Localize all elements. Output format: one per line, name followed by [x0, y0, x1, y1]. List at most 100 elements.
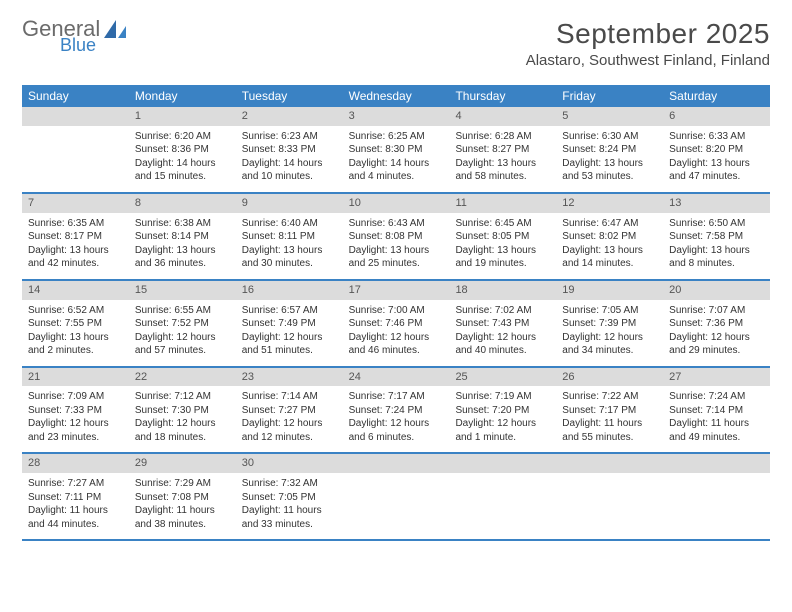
day-number: 3	[343, 107, 450, 126]
day-number: 2	[236, 107, 343, 126]
sunset-line: Sunset: 7:58 PM	[669, 230, 764, 244]
day-number	[343, 454, 450, 473]
day-body: Sunrise: 6:20 AMSunset: 8:36 PMDaylight:…	[129, 126, 236, 192]
day-body: Sunrise: 7:05 AMSunset: 7:39 PMDaylight:…	[556, 300, 663, 366]
day-number: 30	[236, 454, 343, 473]
day-cell	[343, 454, 450, 539]
day-cell: 21Sunrise: 7:09 AMSunset: 7:33 PMDayligh…	[22, 368, 129, 453]
sunrise-line: Sunrise: 7:12 AM	[135, 390, 230, 404]
day-cell: 23Sunrise: 7:14 AMSunset: 7:27 PMDayligh…	[236, 368, 343, 453]
day-number: 11	[449, 194, 556, 213]
day-number: 23	[236, 368, 343, 387]
day-number: 13	[663, 194, 770, 213]
day-number: 12	[556, 194, 663, 213]
day-cell: 3Sunrise: 6:25 AMSunset: 8:30 PMDaylight…	[343, 107, 450, 192]
sunset-line: Sunset: 7:08 PM	[135, 491, 230, 505]
day-cell: 2Sunrise: 6:23 AMSunset: 8:33 PMDaylight…	[236, 107, 343, 192]
daylight-line: Daylight: 12 hours and 29 minutes.	[669, 331, 764, 358]
day-cell: 29Sunrise: 7:29 AMSunset: 7:08 PMDayligh…	[129, 454, 236, 539]
sunset-line: Sunset: 8:05 PM	[455, 230, 550, 244]
week-row: 14Sunrise: 6:52 AMSunset: 7:55 PMDayligh…	[22, 281, 770, 368]
sunrise-line: Sunrise: 6:28 AM	[455, 130, 550, 144]
daylight-line: Daylight: 12 hours and 40 minutes.	[455, 331, 550, 358]
sunrise-line: Sunrise: 6:50 AM	[669, 217, 764, 231]
day-cell: 18Sunrise: 7:02 AMSunset: 7:43 PMDayligh…	[449, 281, 556, 366]
day-body: Sunrise: 6:50 AMSunset: 7:58 PMDaylight:…	[663, 213, 770, 279]
day-number: 5	[556, 107, 663, 126]
week-row: 7Sunrise: 6:35 AMSunset: 8:17 PMDaylight…	[22, 194, 770, 281]
day-cell: 22Sunrise: 7:12 AMSunset: 7:30 PMDayligh…	[129, 368, 236, 453]
dow-saturday: Saturday	[663, 85, 770, 107]
sunset-line: Sunset: 8:02 PM	[562, 230, 657, 244]
dow-wednesday: Wednesday	[343, 85, 450, 107]
sunset-line: Sunset: 7:33 PM	[28, 404, 123, 418]
logo-word-blue: Blue	[60, 36, 100, 54]
daylight-line: Daylight: 11 hours and 55 minutes.	[562, 417, 657, 444]
daylight-line: Daylight: 11 hours and 49 minutes.	[669, 417, 764, 444]
day-number: 18	[449, 281, 556, 300]
header: General Blue September 2025 Alastaro, So…	[22, 18, 770, 69]
sunset-line: Sunset: 8:24 PM	[562, 143, 657, 157]
daylight-line: Daylight: 13 hours and 47 minutes.	[669, 157, 764, 184]
sunset-line: Sunset: 7:46 PM	[349, 317, 444, 331]
day-cell: 17Sunrise: 7:00 AMSunset: 7:46 PMDayligh…	[343, 281, 450, 366]
day-body: Sunrise: 6:25 AMSunset: 8:30 PMDaylight:…	[343, 126, 450, 192]
day-body: Sunrise: 7:19 AMSunset: 7:20 PMDaylight:…	[449, 386, 556, 452]
dow-row: Sunday Monday Tuesday Wednesday Thursday…	[22, 85, 770, 107]
day-cell: 30Sunrise: 7:32 AMSunset: 7:05 PMDayligh…	[236, 454, 343, 539]
sunset-line: Sunset: 7:05 PM	[242, 491, 337, 505]
logo: General Blue	[22, 18, 128, 54]
sunrise-line: Sunrise: 6:23 AM	[242, 130, 337, 144]
sunset-line: Sunset: 8:14 PM	[135, 230, 230, 244]
day-cell: 16Sunrise: 6:57 AMSunset: 7:49 PMDayligh…	[236, 281, 343, 366]
sail-icon	[102, 18, 128, 49]
sunrise-line: Sunrise: 7:02 AM	[455, 304, 550, 318]
day-body: Sunrise: 6:43 AMSunset: 8:08 PMDaylight:…	[343, 213, 450, 279]
day-cell: 26Sunrise: 7:22 AMSunset: 7:17 PMDayligh…	[556, 368, 663, 453]
sunset-line: Sunset: 8:30 PM	[349, 143, 444, 157]
daylight-line: Daylight: 12 hours and 1 minute.	[455, 417, 550, 444]
sunrise-line: Sunrise: 6:40 AM	[242, 217, 337, 231]
day-cell: 20Sunrise: 7:07 AMSunset: 7:36 PMDayligh…	[663, 281, 770, 366]
day-cell	[449, 454, 556, 539]
day-cell: 9Sunrise: 6:40 AMSunset: 8:11 PMDaylight…	[236, 194, 343, 279]
sunrise-line: Sunrise: 7:22 AM	[562, 390, 657, 404]
sunrise-line: Sunrise: 7:07 AM	[669, 304, 764, 318]
daylight-line: Daylight: 12 hours and 34 minutes.	[562, 331, 657, 358]
day-number: 22	[129, 368, 236, 387]
sunrise-line: Sunrise: 6:25 AM	[349, 130, 444, 144]
day-cell: 6Sunrise: 6:33 AMSunset: 8:20 PMDaylight…	[663, 107, 770, 192]
day-cell: 14Sunrise: 6:52 AMSunset: 7:55 PMDayligh…	[22, 281, 129, 366]
day-number: 14	[22, 281, 129, 300]
day-number: 29	[129, 454, 236, 473]
day-cell: 12Sunrise: 6:47 AMSunset: 8:02 PMDayligh…	[556, 194, 663, 279]
sunrise-line: Sunrise: 7:27 AM	[28, 477, 123, 491]
sunset-line: Sunset: 7:24 PM	[349, 404, 444, 418]
week-row: 28Sunrise: 7:27 AMSunset: 7:11 PMDayligh…	[22, 454, 770, 541]
dow-monday: Monday	[129, 85, 236, 107]
sunrise-line: Sunrise: 6:35 AM	[28, 217, 123, 231]
calendar: Sunday Monday Tuesday Wednesday Thursday…	[22, 85, 770, 541]
sunset-line: Sunset: 7:27 PM	[242, 404, 337, 418]
sunset-line: Sunset: 7:30 PM	[135, 404, 230, 418]
day-body: Sunrise: 7:22 AMSunset: 7:17 PMDaylight:…	[556, 386, 663, 452]
daylight-line: Daylight: 12 hours and 46 minutes.	[349, 331, 444, 358]
day-body: Sunrise: 6:45 AMSunset: 8:05 PMDaylight:…	[449, 213, 556, 279]
day-body: Sunrise: 7:29 AMSunset: 7:08 PMDaylight:…	[129, 473, 236, 539]
day-body: Sunrise: 7:24 AMSunset: 7:14 PMDaylight:…	[663, 386, 770, 452]
day-body: Sunrise: 7:00 AMSunset: 7:46 PMDaylight:…	[343, 300, 450, 366]
day-number: 8	[129, 194, 236, 213]
month-title: September 2025	[526, 18, 770, 50]
day-cell: 10Sunrise: 6:43 AMSunset: 8:08 PMDayligh…	[343, 194, 450, 279]
day-number: 7	[22, 194, 129, 213]
sunrise-line: Sunrise: 7:00 AM	[349, 304, 444, 318]
sunset-line: Sunset: 7:52 PM	[135, 317, 230, 331]
sunrise-line: Sunrise: 6:43 AM	[349, 217, 444, 231]
day-number: 15	[129, 281, 236, 300]
daylight-line: Daylight: 13 hours and 19 minutes.	[455, 244, 550, 271]
sunset-line: Sunset: 7:17 PM	[562, 404, 657, 418]
daylight-line: Daylight: 12 hours and 23 minutes.	[28, 417, 123, 444]
sunrise-line: Sunrise: 6:20 AM	[135, 130, 230, 144]
day-body: Sunrise: 6:30 AMSunset: 8:24 PMDaylight:…	[556, 126, 663, 192]
location: Alastaro, Southwest Finland, Finland	[526, 52, 770, 69]
